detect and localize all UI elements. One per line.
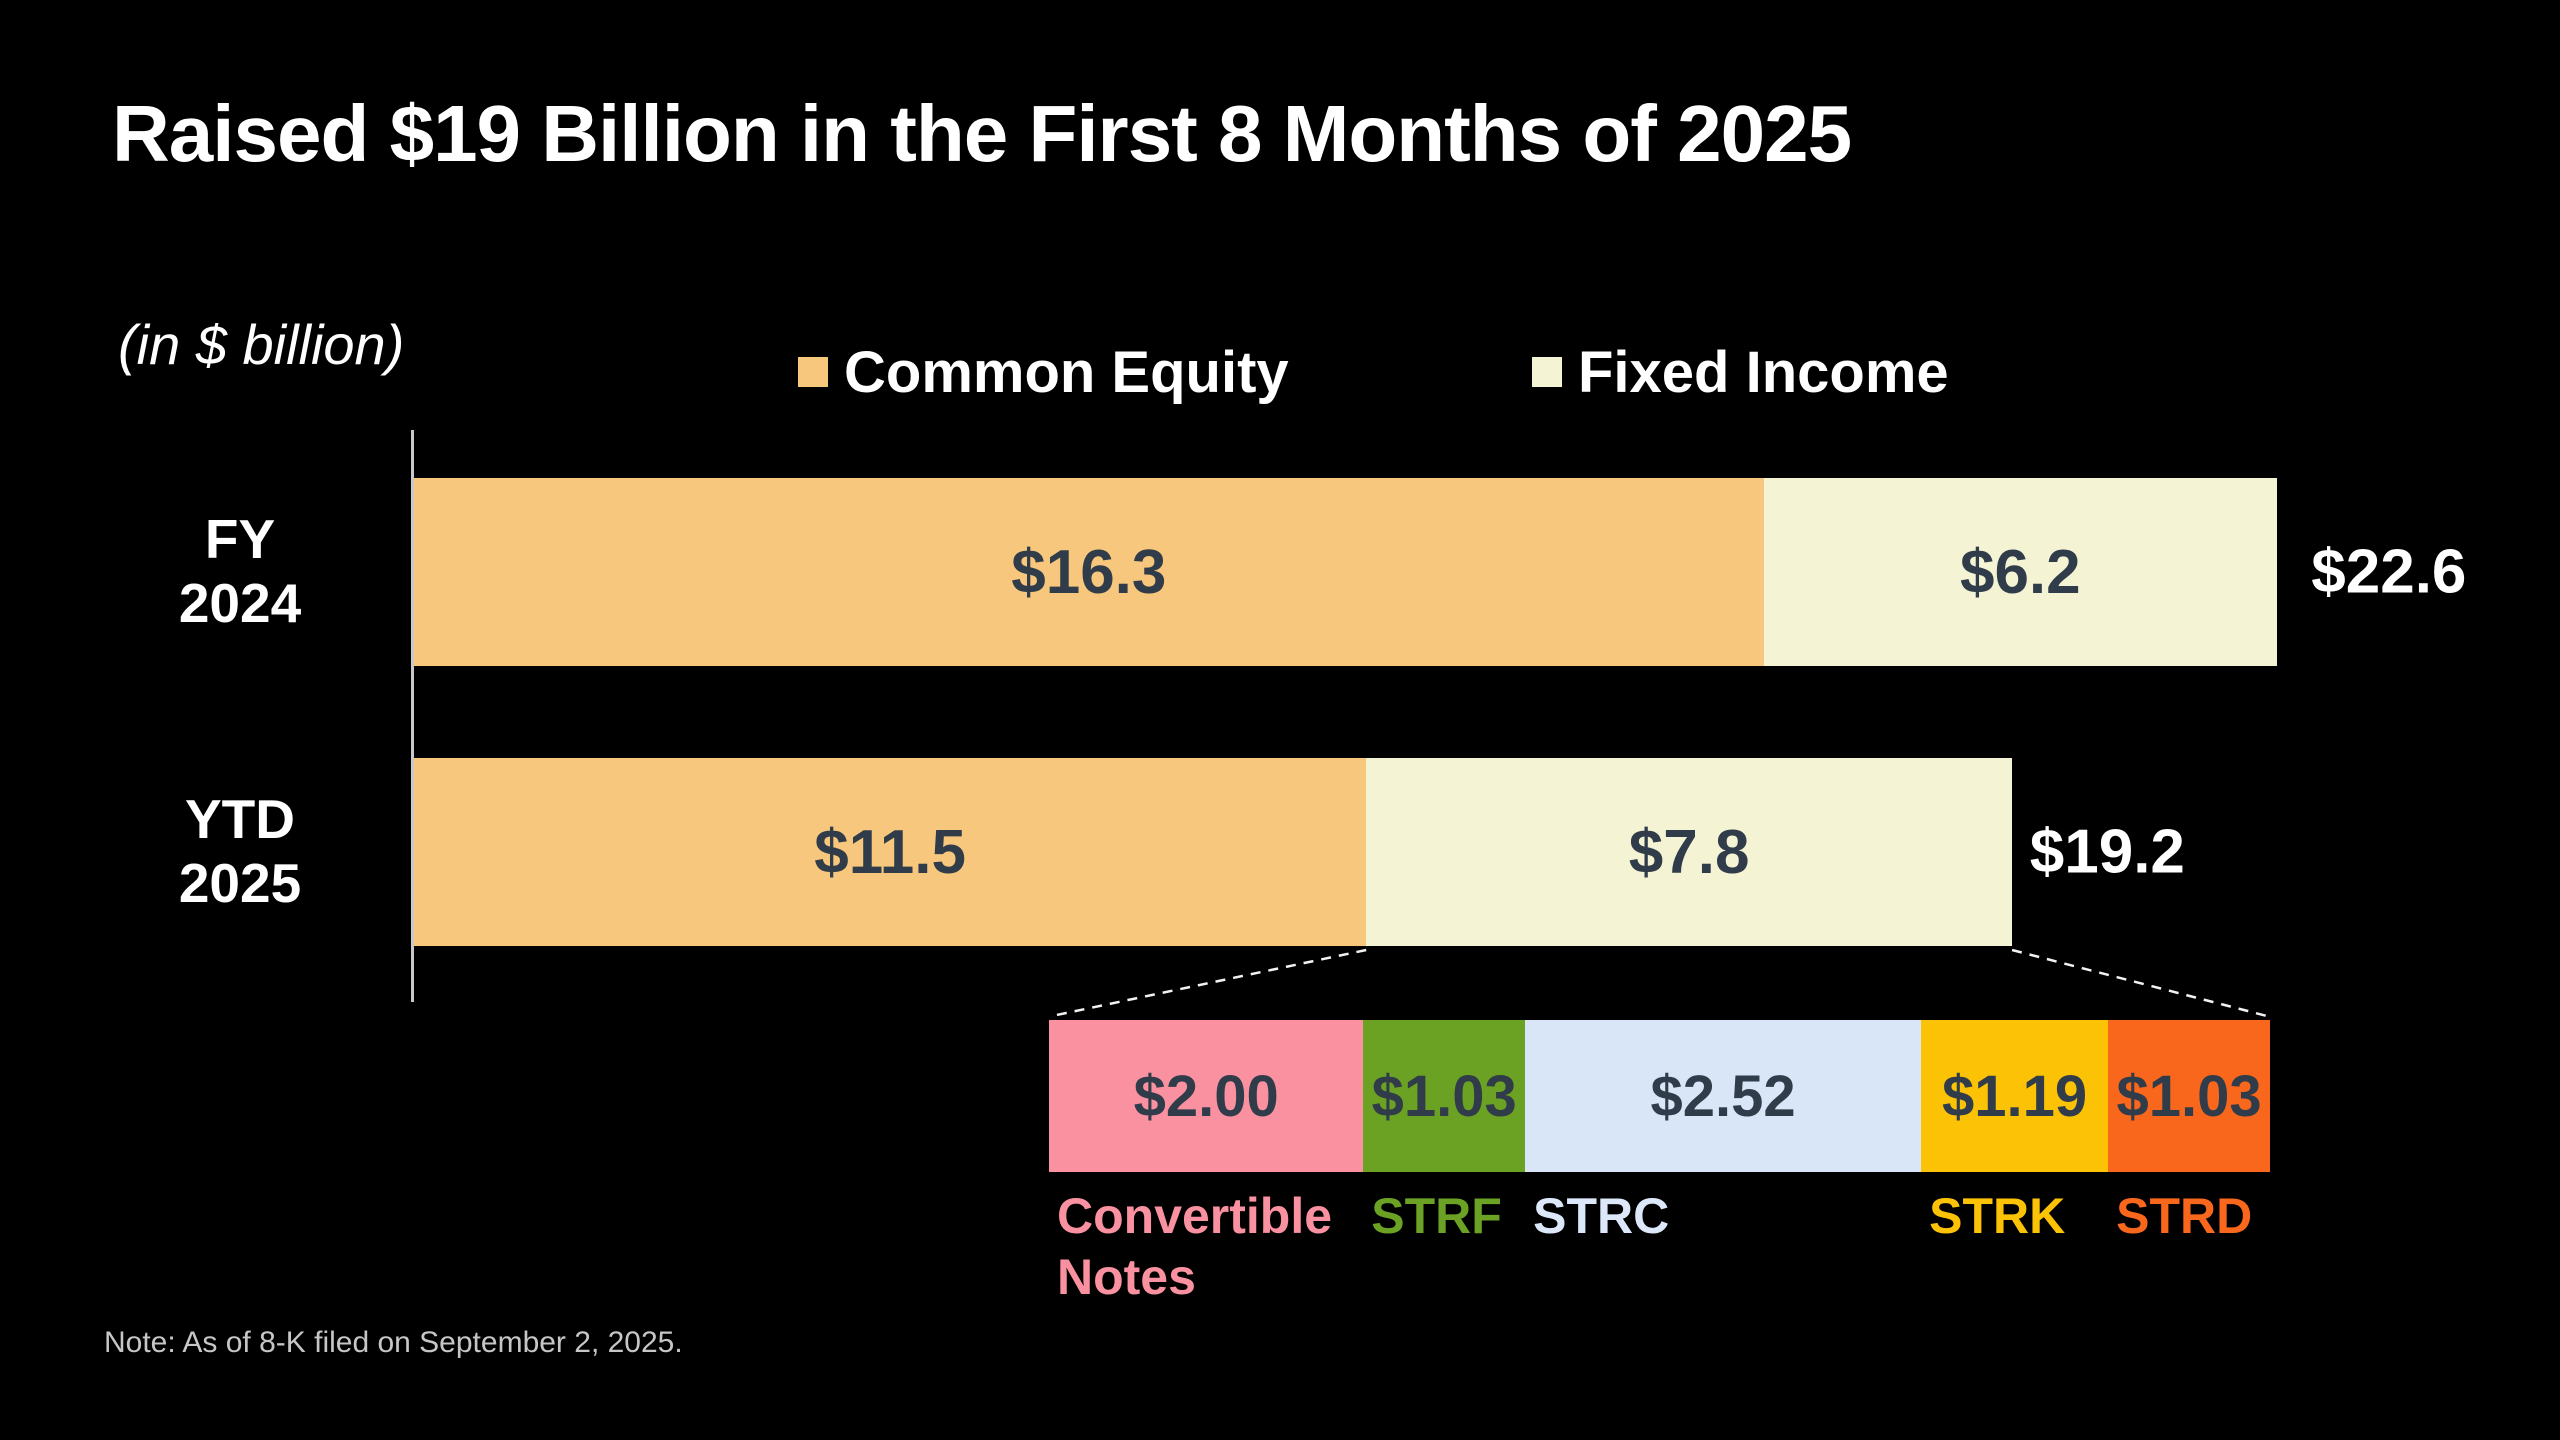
breakdown-label-convertible-notes: Convertible Notes [1057,1188,1333,1305]
breakdown-bar: $2.00 $1.03 $2.52 $1.19 $1.03 [1049,1020,2270,1172]
leader-line-left [1051,948,1367,1018]
breakdown-label-strk: STRK [1929,1188,2066,1244]
bar-segment-common-equity-ytd-2025: $11.5 [414,758,1367,946]
value-label-convertible-notes: $2.00 [1133,1063,1279,1129]
legend-item-common-equity: Common Equity [798,339,1289,405]
leader-line-right [2011,948,2268,1018]
breakdown-segment-strc: $2.52 [1525,1020,1922,1172]
breakdown-segment-strf: $1.03 [1363,1020,1526,1172]
bar-ytd-2025: $11.5 $7.8 [414,758,2013,946]
value-label-strc: $2.52 [1650,1063,1796,1129]
value-label-strf: $1.03 [1371,1063,1517,1129]
y-axis-line [411,430,414,1002]
bar-segment-fixed-income-ytd-2025: $7.8 [1366,758,2013,946]
category-label-fy-2024: FY 2024 [178,508,302,634]
bar-fy-2024: $16.3 $6.2 [414,478,2277,666]
category-label-ytd-2025: YTD 2025 [178,788,302,914]
legend-label-fixed-income: Fixed Income [1578,339,1949,405]
value-label-common-equity-fy-2024: $16.3 [1011,537,1167,607]
value-label-strd: $1.03 [2116,1063,2262,1129]
value-label-strk: $1.19 [1942,1063,2088,1129]
bar-segment-fixed-income-fy-2024: $6.2 [1763,478,2277,666]
breakdown-label-strc: STRC [1533,1188,1670,1244]
value-label-common-equity-ytd-2025: $11.5 [814,817,966,887]
footnote: Note: As of 8-K filed on September 2, 20… [104,1326,683,1359]
legend-swatch-common-equity [798,357,828,387]
legend-label-common-equity: Common Equity [844,339,1289,405]
breakdown-label-strf: STRF [1371,1188,1502,1244]
breakdown-segment-strk: $1.19 [1921,1020,2109,1172]
breakdown-segment-convertible-notes: $2.00 [1049,1020,1364,1172]
axis-units-label: (in $ billion) [118,313,405,376]
value-label-fixed-income-fy-2024: $6.2 [1959,537,2081,607]
breakdown-label-strd: STRD [2116,1188,2253,1244]
total-label-ytd-2025: $19.2 [2029,817,2185,887]
total-label-fy-2024: $22.6 [2311,537,2467,607]
legend-item-fixed-income: Fixed Income [1532,339,1949,405]
bar-segment-common-equity-fy-2024: $16.3 [414,478,1764,666]
value-label-fixed-income-ytd-2025: $7.8 [1628,817,1750,887]
legend-swatch-fixed-income [1532,357,1562,387]
slide-title: Raised $19 Billion in the First 8 Months… [112,89,1852,178]
breakdown-segment-strd: $1.03 [2108,1020,2270,1172]
